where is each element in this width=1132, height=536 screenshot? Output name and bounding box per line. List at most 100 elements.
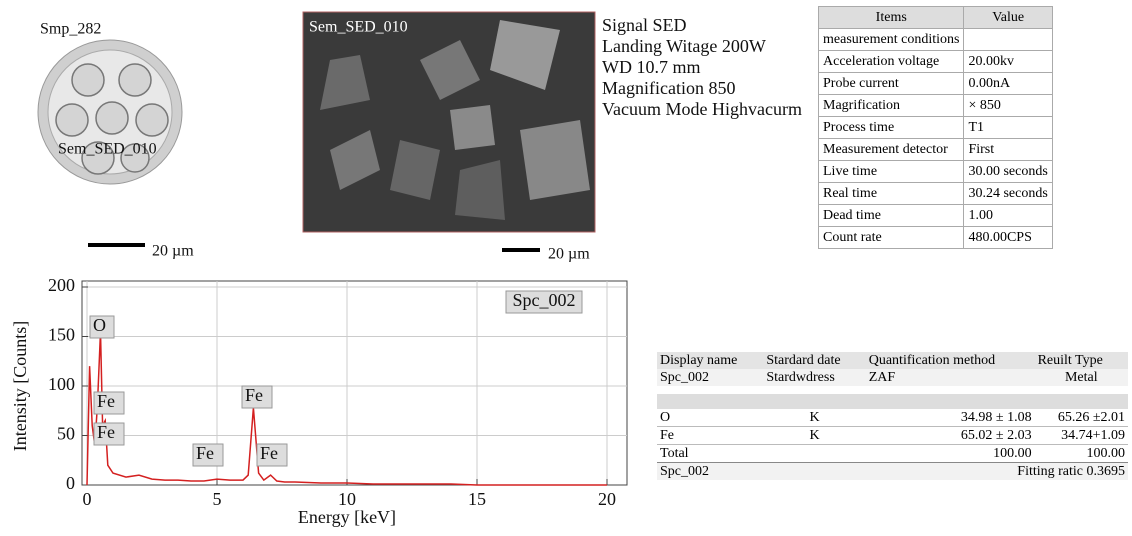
peak-label-box xyxy=(256,443,288,467)
stubs xyxy=(55,63,169,175)
info-line: Signal SED xyxy=(602,15,687,35)
cell: Fe xyxy=(660,428,674,443)
element-row: O K 34.98 ± 1.08 65.26 ±2.01 xyxy=(657,409,1128,427)
peak-label-box xyxy=(93,422,125,446)
row: Magrification × 850 xyxy=(817,94,1053,117)
row: measurement conditions xyxy=(817,28,1053,51)
cell: Spc_002 xyxy=(660,370,709,385)
row: Real time 30.24 seconds xyxy=(817,182,1053,205)
header-cell: Value xyxy=(963,6,1053,29)
y-axis-label: Intensity [Counts] xyxy=(10,321,30,452)
cell: Fitting ratic 0.3695 xyxy=(1017,464,1125,479)
cell: 1.00 xyxy=(963,204,1053,227)
y-tick-label: 50 xyxy=(57,424,75,444)
x-tick-label: 20 xyxy=(598,489,616,509)
total-row: Total 100.00 100.00 xyxy=(657,445,1128,463)
cell: 30.00 seconds xyxy=(963,160,1053,183)
header-cell: Quantification method xyxy=(868,353,996,368)
row: Live time 30.00 seconds xyxy=(817,160,1053,183)
scale-bar xyxy=(88,243,145,247)
peak-label: Fe xyxy=(196,443,214,463)
cell: 65.26 ±2.01 xyxy=(1057,410,1125,425)
row: Process time T1 xyxy=(817,116,1053,139)
peak-label: Fe xyxy=(260,443,278,463)
cell: Dead time xyxy=(817,204,965,227)
image-label: Sem_SED_010 xyxy=(309,19,408,36)
row: Probe current 0.00nA xyxy=(817,72,1053,95)
header-cell: Reuilt Type xyxy=(1037,353,1103,368)
header-cell: Items xyxy=(817,6,965,29)
scale-label: 20 µm xyxy=(152,243,194,260)
footer-row: Spc_002 Fitting ratic 0.3695 xyxy=(657,462,1128,480)
cell: Spc_002 xyxy=(660,464,709,479)
row: Acceleration voltage 20.00kv xyxy=(817,50,1053,73)
cell: Live time xyxy=(817,160,965,183)
particles xyxy=(320,20,590,220)
cell: Total xyxy=(660,446,689,461)
cell: 0.00nA xyxy=(963,72,1053,95)
x-axis-label: Energy [keV] xyxy=(298,507,396,527)
cell: Metal xyxy=(1064,370,1098,385)
element-row: Fe K 65.02 ± 2.03 34.74+1.09 xyxy=(657,427,1128,445)
info-line: Vacuum Mode Highvacurm xyxy=(602,99,802,119)
position-label: Sem_SED_010 xyxy=(58,141,157,158)
header-row: Items Value xyxy=(817,6,1053,29)
cell: measurement conditions xyxy=(817,28,965,51)
peak-label-box xyxy=(93,391,125,415)
spacer-cell xyxy=(657,386,1128,394)
cell: 34.98 ± 1.08 xyxy=(960,410,1032,425)
x-tick-label: 0 xyxy=(83,489,92,509)
cell: Probe current xyxy=(817,72,965,95)
y-tick-label: 100 xyxy=(48,374,75,394)
cell: First xyxy=(963,138,1053,161)
cell: Acceleration voltage xyxy=(817,50,965,73)
x-tick-label: 15 xyxy=(468,489,486,509)
gray-row xyxy=(657,394,1128,409)
cell: 100.00 xyxy=(1086,446,1126,461)
cell: O xyxy=(660,410,671,425)
y-tick-label: 200 xyxy=(48,275,75,295)
info-line: Magnification 850 xyxy=(602,78,735,98)
info-line: WD 10.7 mm xyxy=(602,57,701,77)
cell: Process time xyxy=(817,116,965,139)
cell: Magrification xyxy=(817,94,965,117)
cell: Real time xyxy=(817,182,965,205)
cell: 30.24 seconds xyxy=(963,182,1053,205)
label-box xyxy=(505,290,583,314)
row: Count rate 480.00CPS xyxy=(817,226,1053,249)
peak-label: Fe xyxy=(97,391,115,411)
cell: ZAF xyxy=(868,370,896,385)
peak-label-box xyxy=(89,315,115,339)
row: Dead time 1.00 xyxy=(817,204,1053,227)
row: Measurement detector First xyxy=(817,138,1053,161)
cell: 34.74+1.09 xyxy=(1061,428,1125,443)
cell: × 850 xyxy=(963,94,1053,117)
cell: Stardwdress xyxy=(766,370,835,385)
cell: 100.00 xyxy=(993,446,1032,461)
cell: Count rate xyxy=(817,226,965,249)
cell: Measurement detector xyxy=(817,138,965,161)
peak-label: Fe xyxy=(97,422,115,442)
sample-label: Smp_282 xyxy=(40,21,101,38)
gray-cell xyxy=(657,394,1128,409)
cell: 20.00kv xyxy=(963,50,1053,73)
peak-label: Fe xyxy=(245,385,263,405)
cell: K xyxy=(809,428,820,443)
header-cell: Display name xyxy=(660,353,738,368)
spectrum-label: Spc_002 xyxy=(513,290,576,310)
cell: 65.02 ± 2.03 xyxy=(960,428,1032,443)
y-tick-label: 0 xyxy=(66,473,75,493)
result-table: Display name Stardard date Quantification … xyxy=(657,352,1128,480)
peak-label: O xyxy=(93,315,106,335)
cell-empty xyxy=(963,28,1053,51)
peak-label-box xyxy=(192,443,224,467)
x-tick-label: 10 xyxy=(338,489,356,509)
cell: 480.00CPS xyxy=(963,226,1053,249)
header-cell: Stardard date xyxy=(766,353,841,368)
conditions-table: Items Value measurement conditions Accelera… xyxy=(817,6,1053,249)
cell: K xyxy=(809,410,820,425)
